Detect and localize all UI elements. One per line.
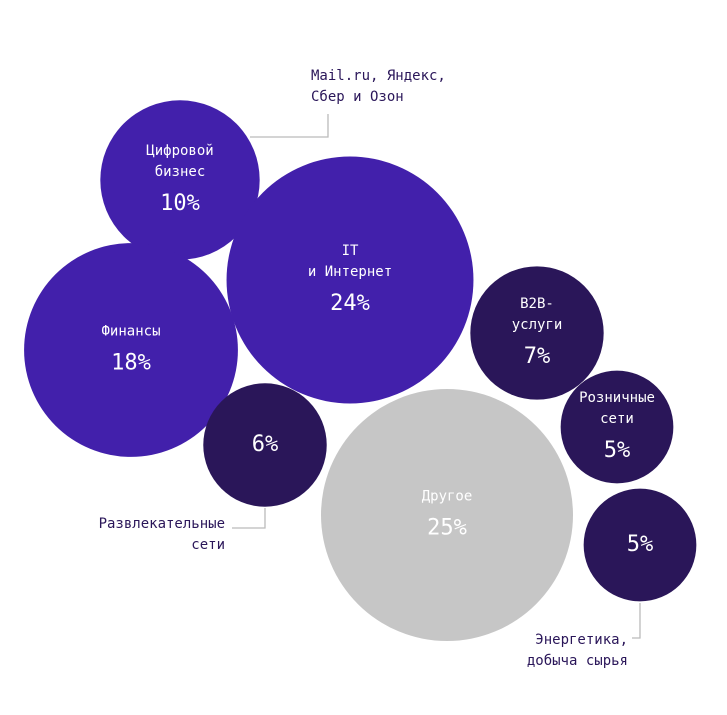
category-label: Энергетика, добыча сырья (526, 632, 628, 669)
category-label: IT и Интернет (307, 243, 393, 280)
value-label: 5% (603, 438, 631, 463)
category-label: B2B- услуги (511, 296, 563, 333)
value-label: 18% (111, 350, 151, 376)
bubble-label: 6% (252, 430, 279, 460)
bubble (470, 266, 604, 400)
category-label: Другое (421, 488, 473, 505)
bubble (226, 156, 474, 404)
value-label: 6% (251, 432, 279, 457)
bubble (583, 488, 697, 602)
leader-line (232, 508, 266, 529)
category-label: Цифровой бизнес (146, 143, 214, 180)
value-label: 7% (523, 344, 551, 369)
annotation: Mail.ru, Яндекс, Сбер и Озон (311, 68, 446, 105)
bubble (560, 370, 674, 484)
bubble-label: Цифровой бизнес 10% (146, 141, 213, 219)
value-label: 25% (427, 515, 467, 541)
bubble (203, 383, 327, 507)
bubble-label: B2B- услуги 7% (512, 294, 563, 372)
leader-line (250, 114, 329, 138)
value-label: 10% (160, 191, 200, 216)
value-label: 24% (330, 291, 370, 316)
bubble-label: Розничные сети 5% (579, 388, 655, 466)
value-label: 5% (626, 532, 654, 557)
bubble-label: Финансы 18% (101, 322, 160, 379)
bubble (321, 389, 573, 641)
bubble-label: 5% (627, 530, 654, 560)
bubble (100, 100, 260, 260)
leader-line (632, 603, 641, 639)
bubble-label: IT и Интернет 24% (308, 241, 392, 319)
bubble (24, 243, 238, 457)
category-label: Финансы (101, 323, 161, 340)
bubble-label: Другое 25% (422, 487, 473, 544)
category-label: Развлекательные сети (98, 516, 225, 553)
category-label: Розничные сети (579, 390, 655, 427)
